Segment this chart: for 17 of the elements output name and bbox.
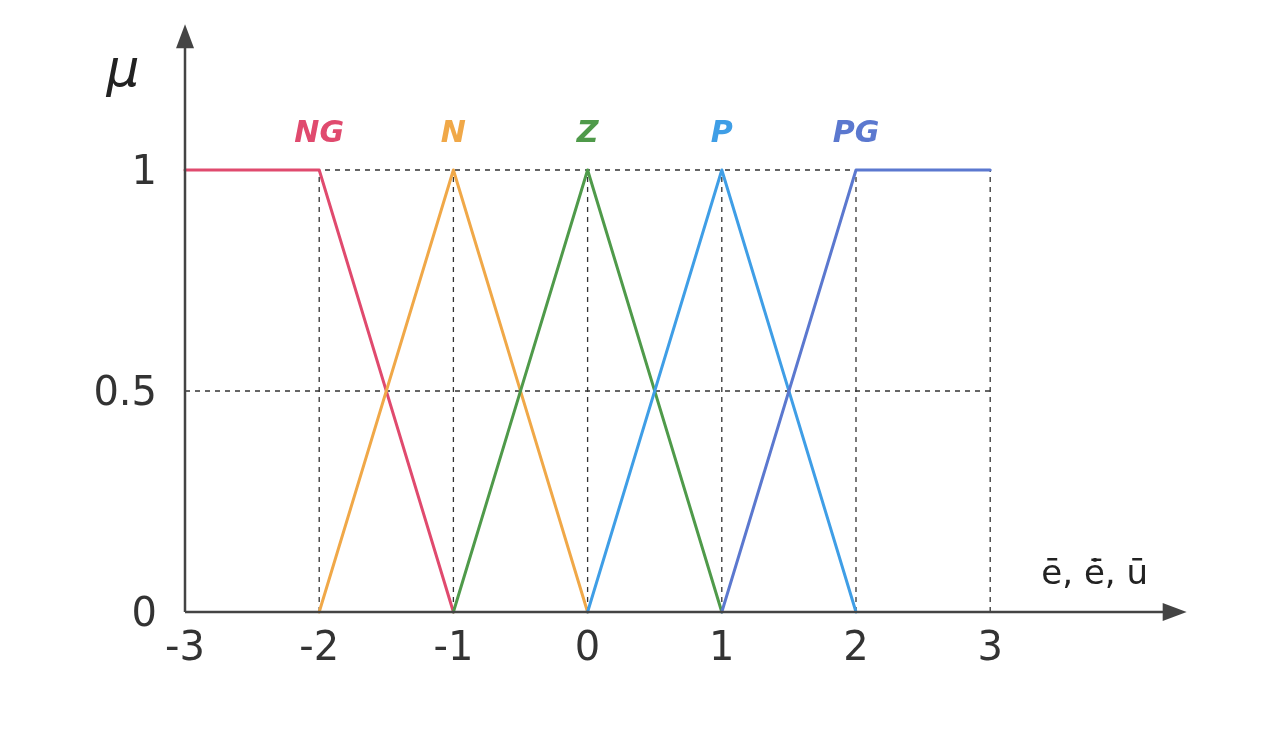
series-label: Z: [575, 114, 600, 149]
x-tick-label: 0: [574, 623, 601, 669]
y-axis-title: μ: [105, 38, 140, 99]
x-tick-label: -2: [299, 623, 340, 669]
y-tick-label: 1: [131, 147, 157, 193]
x-tick-label: -3: [165, 623, 205, 669]
y-tick-label: 0: [131, 589, 157, 635]
series-label: N: [440, 114, 466, 149]
x-tick-label: 3: [977, 623, 1003, 669]
y-tick-label: 0.5: [93, 368, 157, 414]
x-axis-title: ē, ė̄, ū: [1041, 552, 1148, 592]
series-label: P: [710, 114, 733, 149]
series-label: PG: [832, 114, 880, 149]
series-label: NG: [294, 114, 345, 149]
x-tick-label: 1: [709, 623, 735, 669]
x-tick-label: -1: [433, 623, 474, 669]
x-tick-label: 2: [843, 623, 869, 669]
